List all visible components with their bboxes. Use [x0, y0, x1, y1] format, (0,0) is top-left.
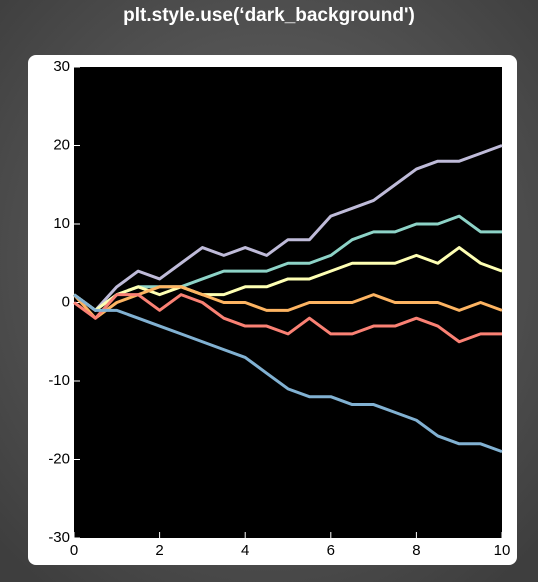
series-line: [73, 144, 503, 312]
y-tick-label: 0: [62, 293, 70, 310]
y-tick-label: 10: [53, 215, 70, 232]
series-line: [73, 214, 502, 312]
series-line: [73, 293, 503, 454]
chart-title: plt.style.use(‘dark_background'): [123, 5, 415, 26]
y-tick-label: -30: [48, 529, 70, 546]
y-tick-label: -10: [48, 372, 70, 389]
y-tick-label: 20: [53, 136, 70, 153]
x-tick-label: 0: [70, 542, 78, 559]
x-tick-label: 4: [241, 542, 249, 559]
y-tick-label: 30: [53, 58, 70, 75]
x-tick-label: 2: [155, 542, 163, 559]
series-line: [72, 285, 503, 320]
series-line: [73, 246, 503, 312]
series-line: [73, 293, 502, 344]
x-tick-label: 6: [327, 542, 335, 559]
x-tick-label: 10: [494, 542, 511, 559]
y-tick-label: -20: [48, 450, 70, 467]
x-tick-label: 8: [412, 542, 420, 559]
